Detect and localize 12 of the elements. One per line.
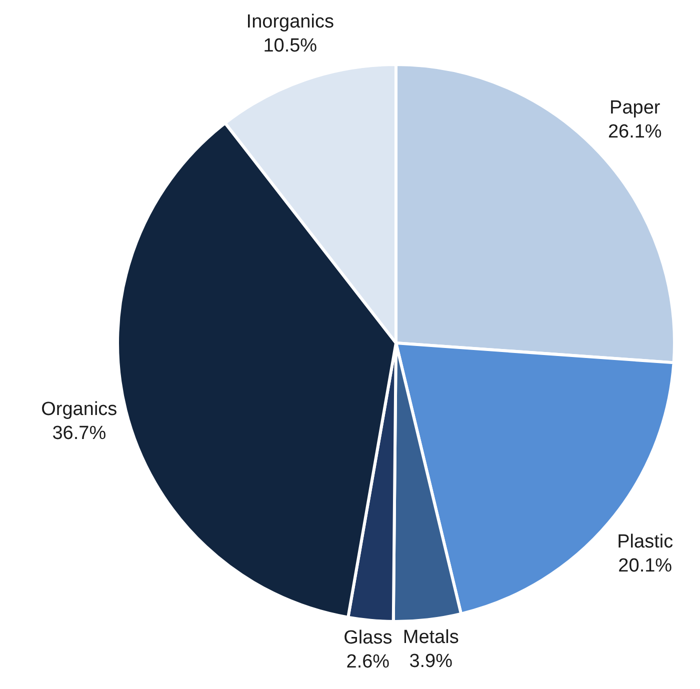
slice-label: Organics: [41, 399, 118, 420]
data-label: 2.6%: [346, 651, 390, 672]
data-label: 20.1%: [618, 555, 672, 576]
slice-label: Plastic: [617, 531, 674, 552]
slice-label: Inorganics: [246, 11, 334, 32]
data-label: 26.1%: [608, 122, 662, 143]
data-label: 3.9%: [409, 650, 453, 672]
data-label: 36.7%: [52, 423, 106, 444]
slice-label: Glass: [344, 627, 392, 648]
data-label: 10.5%: [263, 35, 318, 56]
slice-label: Metals: [402, 626, 459, 648]
slice-label: Paper: [610, 98, 661, 119]
